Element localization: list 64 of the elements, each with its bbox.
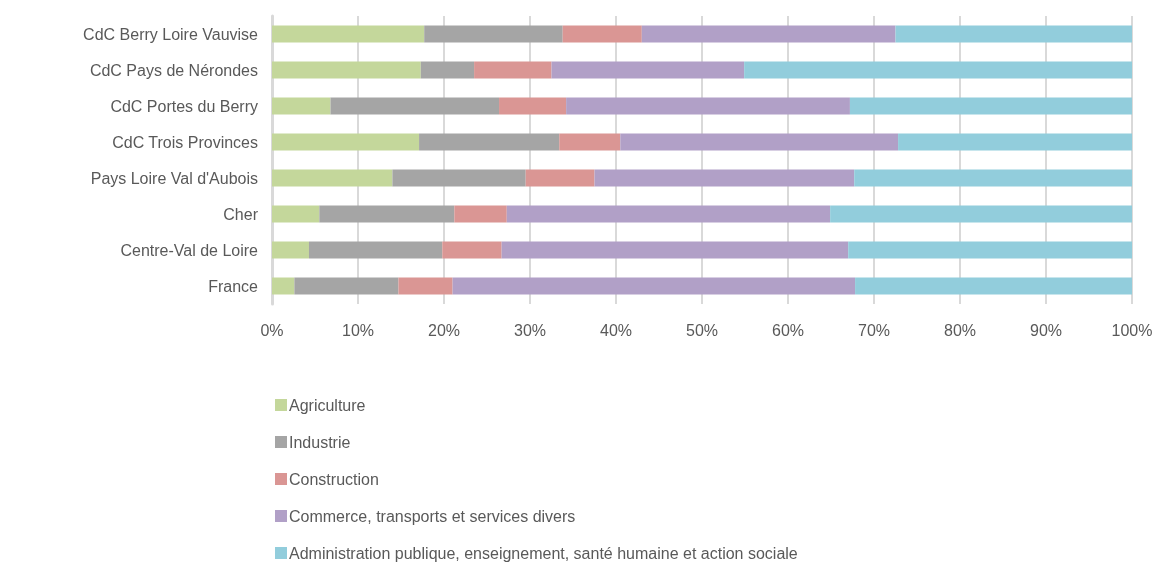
y-tick-label: CdC Berry Loire Vauvise (83, 25, 259, 43)
y-tick-label: France (208, 277, 259, 295)
legend-label: Administration publique, enseignement, santé humaine et action sociale (289, 544, 798, 562)
bar (898, 133, 1132, 151)
bar (272, 241, 309, 259)
y-tick-label: CdC Pays de Nérondes (89, 61, 258, 79)
bar (525, 169, 595, 187)
y-tick-label: Cher (223, 205, 259, 223)
bar (855, 277, 1132, 295)
bar (551, 61, 745, 79)
bar (854, 169, 1132, 187)
x-tick-label: 10% (341, 321, 375, 339)
bar (419, 133, 560, 151)
bar (294, 277, 399, 295)
bar (442, 241, 502, 259)
bar (308, 241, 443, 259)
x-tick-label: 80% (943, 321, 977, 339)
bar (562, 25, 642, 43)
bar (499, 97, 567, 115)
bar (501, 241, 849, 259)
bar (474, 61, 552, 79)
legend-label: Industrie (289, 433, 351, 451)
bar (506, 205, 831, 223)
bar (620, 133, 899, 151)
legend-label: Construction (289, 470, 379, 488)
bar (566, 97, 850, 115)
x-tick-label: 100% (1111, 321, 1153, 339)
bar (319, 205, 455, 223)
bar (641, 25, 896, 43)
bar (454, 205, 507, 223)
x-tick-label: 60% (771, 321, 805, 339)
bar (594, 169, 855, 187)
bar (272, 97, 331, 115)
bar (272, 25, 425, 43)
bar (849, 97, 1132, 115)
y-tick-label: CdC Trois Provinces (112, 133, 258, 151)
y-tick-label: Pays Loire Val d'Aubois (90, 169, 258, 187)
bar (744, 61, 1132, 79)
bar (830, 205, 1132, 223)
x-tick-label: 30% (513, 321, 547, 339)
bar (398, 277, 453, 295)
x-tick-label: 40% (599, 321, 633, 339)
x-tick-label: 90% (1029, 321, 1063, 339)
y-tick-label: CdC Portes du Berry (110, 97, 258, 115)
bar (452, 277, 856, 295)
bar (330, 97, 500, 115)
x-tick-label: 20% (427, 321, 461, 339)
bar (559, 133, 621, 151)
bar (272, 133, 420, 151)
bar (272, 205, 320, 223)
x-tick-label: 70% (857, 321, 891, 339)
legend-label: Agriculture (289, 396, 366, 414)
legend-label: Commerce, transports et services divers (289, 507, 576, 525)
bar (272, 277, 295, 295)
bar (272, 169, 393, 187)
bar (895, 25, 1132, 43)
bar (272, 61, 421, 79)
x-tick-label: 0% (260, 321, 284, 339)
bar (420, 61, 475, 79)
bar (392, 169, 526, 187)
x-tick-label: 50% (685, 321, 719, 339)
bar (424, 25, 563, 43)
y-tick-label: Centre-Val de Loire (120, 241, 259, 259)
bar (848, 241, 1132, 259)
